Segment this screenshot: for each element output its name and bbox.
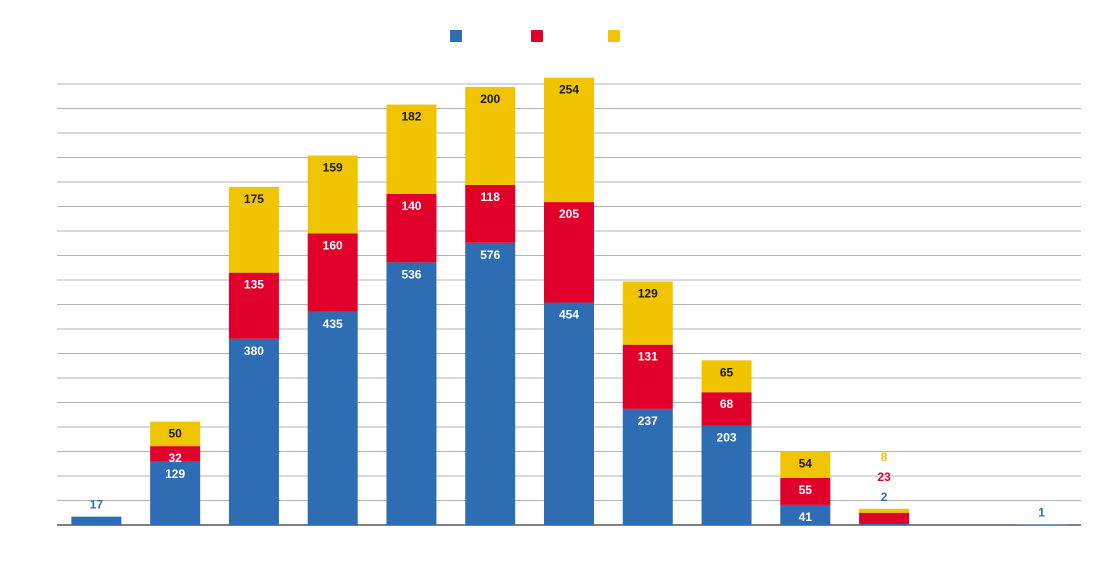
bar-series-1-6 <box>465 242 516 525</box>
data-label-series-2-11: 23 <box>877 470 891 484</box>
data-label-series-2-3: 135 <box>244 278 264 292</box>
data-label-series-1-11: 2 <box>881 490 888 504</box>
bar-series-3-6 <box>465 86 516 185</box>
bar-series-1-1 <box>71 516 122 525</box>
data-label-series-1-5: 536 <box>401 267 421 281</box>
data-label-series-2-8: 131 <box>638 350 658 364</box>
bar-series-3-4 <box>307 155 358 234</box>
bar-series-2-5 <box>386 193 437 263</box>
data-label-series-1-8: 237 <box>638 414 658 428</box>
bar-series-3-5 <box>386 104 437 194</box>
legend-swatch-series-2 <box>531 30 543 42</box>
data-label-series-1-3: 380 <box>244 344 264 358</box>
data-label-series-1-7: 454 <box>559 308 579 322</box>
data-labels: 1712932503801351754351601595361401825761… <box>90 83 1046 524</box>
bar-series-3-11 <box>859 508 910 513</box>
bar-series-2-4 <box>307 233 358 312</box>
bar-series-2-7 <box>544 202 594 303</box>
data-label-series-2-4: 160 <box>323 238 343 252</box>
bar-series-3-7 <box>544 77 594 203</box>
data-label-series-3-5: 182 <box>401 110 421 124</box>
data-label-series-3-10: 54 <box>799 457 813 471</box>
data-label-series-2-5: 140 <box>401 199 421 213</box>
bar-series-3-3 <box>228 186 279 273</box>
bar-series-2-8 <box>622 344 673 409</box>
data-label-series-3-7: 254 <box>559 83 579 97</box>
bar-series-2-3 <box>228 272 279 339</box>
bar-series-1-4 <box>307 311 358 525</box>
data-label-series-2-2: 32 <box>168 451 182 465</box>
data-label-series-1-2: 129 <box>165 467 185 481</box>
bar-series-2-11 <box>859 512 910 525</box>
bar-series-1-5 <box>386 262 437 525</box>
legend-swatch-series-1 <box>450 30 462 42</box>
bar-series-1-8 <box>622 408 673 525</box>
bar-series-3-10 <box>780 451 831 478</box>
bar-series-1-2 <box>150 461 201 525</box>
data-label-series-1-4: 435 <box>323 317 343 331</box>
bar-series-1-9 <box>701 425 752 525</box>
data-label-series-1-6: 576 <box>480 248 500 262</box>
data-label-series-2-7: 205 <box>559 207 579 221</box>
bar-series-2-6 <box>465 184 516 243</box>
data-label-series-1-1: 17 <box>90 498 104 512</box>
bar-series-1-7 <box>544 302 594 525</box>
data-label-series-3-9: 65 <box>720 365 734 379</box>
bar-series-1-3 <box>228 338 279 525</box>
bar-series-3-9 <box>701 360 752 393</box>
bar-series-2-2 <box>150 446 201 462</box>
bar-series-3-2 <box>150 421 201 447</box>
bars <box>71 77 1067 525</box>
bar-series-2-10 <box>780 477 831 505</box>
data-label-series-2-10: 55 <box>799 483 813 497</box>
data-label-series-3-4: 159 <box>323 161 343 175</box>
data-label-series-3-6: 200 <box>480 92 500 106</box>
bar-series-2-9 <box>701 392 752 426</box>
bar-series-1-10 <box>780 504 831 525</box>
data-label-series-2-9: 68 <box>720 397 734 411</box>
data-label-series-1-10: 41 <box>799 510 813 524</box>
data-label-series-1-13: 1 <box>1038 506 1045 520</box>
legend-swatch-series-3 <box>608 30 620 42</box>
data-label-series-3-3: 175 <box>244 192 264 206</box>
data-label-series-3-2: 50 <box>168 427 182 441</box>
data-label-series-3-11: 8 <box>881 450 888 464</box>
data-label-series-1-9: 203 <box>717 431 737 445</box>
data-label-series-3-8: 129 <box>638 286 658 300</box>
bar-series-3-8 <box>622 281 673 345</box>
bar-series-1-11 <box>859 524 910 525</box>
legend <box>450 30 620 42</box>
data-label-series-2-6: 118 <box>481 190 501 204</box>
